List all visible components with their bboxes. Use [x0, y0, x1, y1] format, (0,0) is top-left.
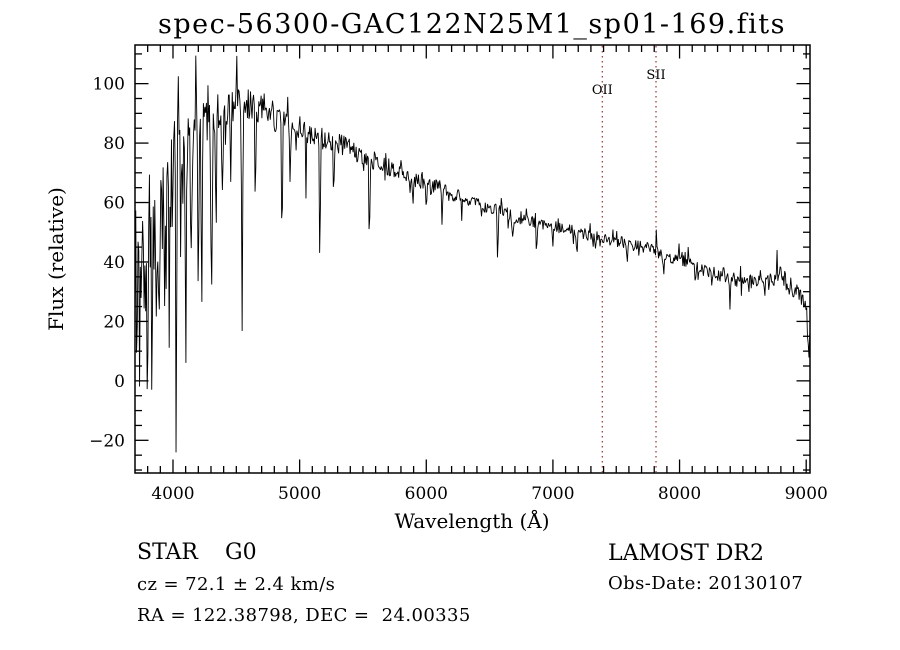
y-tick-label: −20: [89, 431, 125, 451]
ra-dec-text: RA = 122.38798, DEC = 24.00335: [137, 605, 471, 626]
cz-value-text: cz = 72.1 ± 2.4 km/s: [137, 574, 335, 595]
marked-line-label-oii: OII: [592, 83, 613, 98]
plot-frame: [134, 44, 811, 474]
marked-line-label-sii: SII: [646, 68, 665, 83]
y-tick-label: 60: [103, 194, 125, 214]
y-axis-label: Flux (relative): [44, 187, 68, 331]
y-tick-label: 40: [103, 253, 125, 273]
x-tick-label: 8000: [658, 484, 701, 504]
x-tick-label: 4000: [151, 484, 194, 504]
object-subclass-label: G0: [225, 540, 257, 565]
major-ticks: [135, 45, 810, 473]
x-tick-label: 6000: [405, 484, 448, 504]
sky-line-markers: OII SII: [592, 46, 666, 472]
x-tick-label: 9000: [785, 484, 828, 504]
y-tick-label: 0: [114, 372, 125, 392]
x-tick-label: 5000: [278, 484, 321, 504]
spectrum-line: [134, 55, 811, 453]
y-tick-label: 20: [103, 312, 125, 332]
tick-labels: 4000 5000 6000 7000 8000 9000 −20 0 20 40 60 80 100: [89, 75, 828, 504]
obs-date-text: Obs-Date: 20130107: [608, 573, 803, 594]
x-axis-label: Wavelength (Å): [394, 508, 549, 533]
survey-release-label: LAMOST DR2: [608, 541, 764, 566]
y-tick-label: 80: [103, 134, 125, 154]
y-tick-label: 100: [93, 75, 125, 95]
minor-ticks: [135, 45, 810, 473]
x-tick-label: 7000: [531, 484, 574, 504]
object-class-label: STAR: [137, 540, 199, 565]
chart-title: spec-56300-GAC122N25M1_sp01-169.fits: [158, 9, 786, 40]
